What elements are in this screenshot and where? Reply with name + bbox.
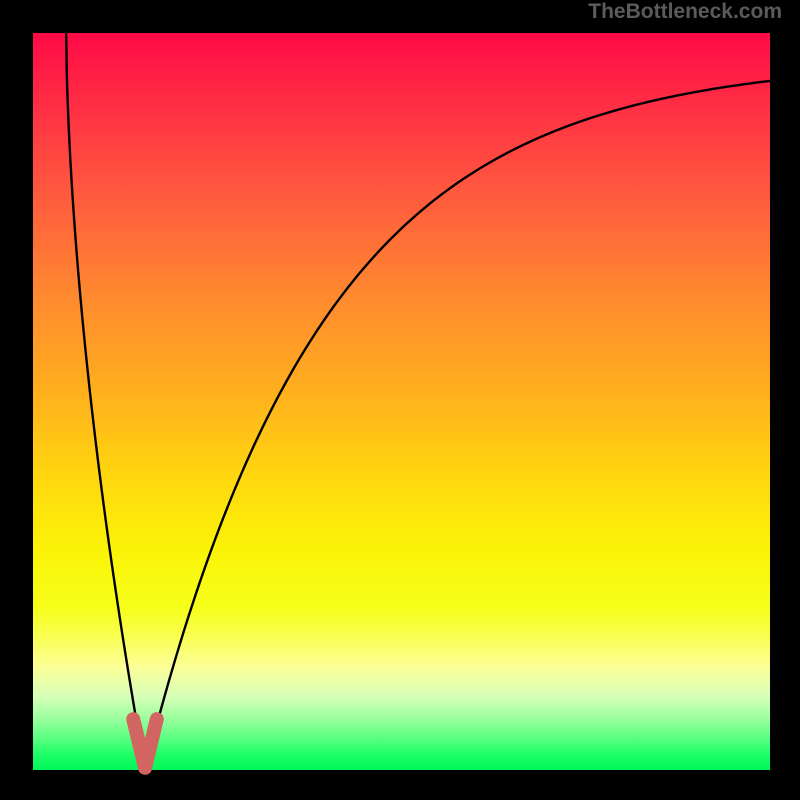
figure-root: TheBottleneck.com	[0, 0, 800, 800]
v-marker	[133, 719, 157, 768]
watermark-text: TheBottleneck.com	[588, 0, 782, 24]
left-descending-curve	[66, 33, 145, 770]
curves-layer	[33, 33, 770, 770]
right-ascending-curve	[145, 81, 770, 770]
plot-area	[33, 33, 770, 770]
